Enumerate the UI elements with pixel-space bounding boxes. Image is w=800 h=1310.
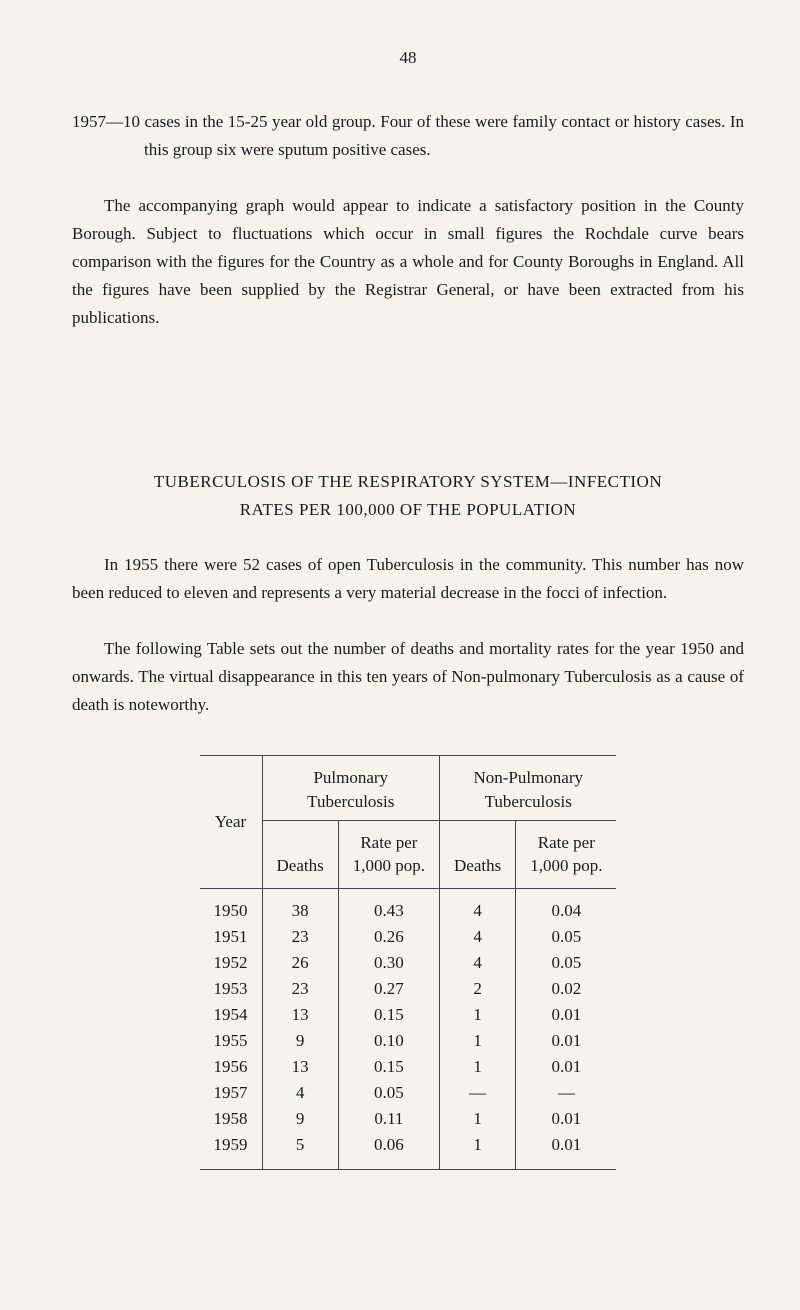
table-cell: 1 [440,1028,516,1054]
paragraph-2: The accompanying graph would appear to i… [72,192,744,332]
table-cell: 1954 [200,1002,263,1028]
table-cell: 0.10 [338,1028,439,1054]
table-cell: 0.11 [338,1106,439,1132]
table-cell: 1 [440,1002,516,1028]
table-row: 195950.0610.01 [200,1132,617,1170]
table-body: 1950380.4340.041951230.2640.051952260.30… [200,889,617,1170]
table-cell: 4 [262,1080,338,1106]
paragraph-4: The following Table sets out the number … [72,635,744,719]
table-cell: 4 [440,889,516,925]
table-cell: 0.02 [516,976,617,1002]
table-cell: 26 [262,950,338,976]
table-cell: 0.27 [338,976,439,1002]
table-cell: 4 [440,950,516,976]
section-title-line2: RATES PER 100,000 OF THE POPULATION [240,500,576,519]
table-cell: 23 [262,924,338,950]
table-cell: 0.26 [338,924,439,950]
table-row: 1953230.2720.02 [200,976,617,1002]
table-cell: 1959 [200,1132,263,1170]
table-cell: 0.05 [338,1080,439,1106]
table-cell: — [516,1080,617,1106]
table-row: 195890.1110.01 [200,1106,617,1132]
table-cell: 13 [262,1002,338,1028]
table-cell: 2 [440,976,516,1002]
table-cell: 1951 [200,924,263,950]
table-cell: — [440,1080,516,1106]
table-cell: 13 [262,1054,338,1080]
col-deaths-1: Deaths [262,820,338,889]
table-cell: 0.01 [516,1132,617,1170]
data-table-container: Year PulmonaryTuberculosis Non-Pulmonary… [72,755,744,1170]
table-cell: 9 [262,1028,338,1054]
page-number: 48 [72,48,744,68]
table-cell: 0.01 [516,1054,617,1080]
table-cell: 38 [262,889,338,925]
tuberculosis-table: Year PulmonaryTuberculosis Non-Pulmonary… [200,755,617,1170]
table-cell: 1 [440,1132,516,1170]
col-group-nonpulmonary: Non-PulmonaryTuberculosis [440,755,617,820]
table-cell: 1956 [200,1054,263,1080]
table-cell: 0.05 [516,924,617,950]
table-row: 1952260.3040.05 [200,950,617,976]
table-cell: 1958 [200,1106,263,1132]
table-cell: 9 [262,1106,338,1132]
table-cell: 1 [440,1054,516,1080]
table-row: 1950380.4340.04 [200,889,617,925]
table-cell: 1952 [200,950,263,976]
section-title: TUBERCULOSIS OF THE RESPIRATORY SYSTEM—I… [72,468,744,522]
paragraph-1: 1957—10 cases in the 15-25 year old grou… [72,108,744,164]
table-cell: 0.01 [516,1028,617,1054]
table-cell: 0.30 [338,950,439,976]
col-group-pulmonary: PulmonaryTuberculosis [262,755,439,820]
table-cell: 4 [440,924,516,950]
table-cell: 0.01 [516,1002,617,1028]
col-deaths-2: Deaths [440,820,516,889]
table-cell: 1955 [200,1028,263,1054]
table-cell: 5 [262,1132,338,1170]
table-cell: 0.15 [338,1054,439,1080]
table-row: 195740.05—— [200,1080,617,1106]
table-cell: 0.15 [338,1002,439,1028]
table-cell: 0.06 [338,1132,439,1170]
table-row: 195590.1010.01 [200,1028,617,1054]
table-row: 1954130.1510.01 [200,1002,617,1028]
table-cell: 0.43 [338,889,439,925]
col-year: Year [200,755,263,888]
section-title-line1: TUBERCULOSIS OF THE RESPIRATORY SYSTEM—I… [154,472,662,491]
paragraph-3: In 1955 there were 52 cases of open Tube… [72,551,744,607]
table-cell: 1950 [200,889,263,925]
table-cell: 1 [440,1106,516,1132]
col-rate-1: Rate per1,000 pop. [338,820,439,889]
table-cell: 0.05 [516,950,617,976]
table-cell: 1953 [200,976,263,1002]
col-rate-2: Rate per1,000 pop. [516,820,617,889]
table-row: 1956130.1510.01 [200,1054,617,1080]
table-row: 1951230.2640.05 [200,924,617,950]
table-cell: 1957 [200,1080,263,1106]
table-cell: 0.04 [516,889,617,925]
table-cell: 0.01 [516,1106,617,1132]
table-cell: 23 [262,976,338,1002]
